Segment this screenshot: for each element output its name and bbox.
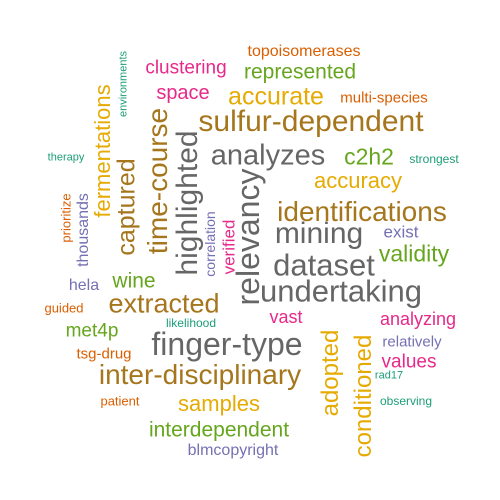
word-met4p: met4p: [65, 320, 119, 342]
word-rad17: rad17: [374, 369, 404, 382]
word-environments: environments: [117, 50, 130, 118]
word-clustering: clustering: [145, 57, 227, 79]
word-prioritize: prioritize: [58, 193, 74, 243]
word-adopted: adopted: [317, 329, 344, 417]
word-extracted: extracted: [108, 288, 220, 319]
word-highlighted: highlighted: [171, 130, 204, 276]
word-verified: verified: [219, 219, 239, 275]
word-relatively: relatively: [382, 333, 442, 351]
word-represented: represented: [243, 60, 357, 84]
word-wine: wine: [112, 269, 156, 293]
word-c2h2: c2h2: [344, 143, 394, 170]
word-identifications: identifications: [277, 196, 447, 227]
word-undertaking: undertaking: [259, 273, 423, 309]
word-observing: observing: [379, 394, 433, 408]
word-interdependent: interdependent: [148, 418, 290, 442]
word-correlation: correlation: [202, 211, 218, 277]
word-analyzes: analyzes: [210, 139, 326, 172]
word-tsg-drug: tsg-drug: [76, 345, 132, 363]
word-dataset: dataset: [273, 247, 375, 283]
word-finger-type: finger-type: [151, 326, 303, 362]
word-samples: samples: [178, 391, 260, 416]
word-accuracy: accuracy: [313, 168, 403, 193]
word-time-course: time-course: [142, 107, 173, 255]
word-exist: exist: [383, 222, 419, 242]
word-thousands: thousands: [75, 193, 92, 267]
word-blmcopyright: blmcopyright: [187, 442, 279, 459]
word-mining: mining: [274, 217, 364, 250]
word-likelihood: likelihood: [165, 316, 217, 330]
word-space: space: [156, 82, 210, 104]
word-analyzing: analyzing: [379, 309, 457, 329]
word-topoisomerases: topoisomerases: [247, 43, 361, 60]
word-strongest: strongest: [409, 152, 459, 166]
word-validity: validity: [378, 240, 450, 267]
word-multi-species: multi-species: [340, 89, 428, 107]
word-captured: captured: [112, 158, 141, 256]
word-values: values: [381, 351, 437, 373]
word-sulfur-dependent: sulfur-dependent: [198, 105, 424, 138]
word-guided: guided: [44, 300, 84, 316]
word-therapy: therapy: [47, 151, 85, 164]
word-hela: hela: [68, 277, 100, 294]
word-inter-disciplinary: inter-disciplinary: [98, 359, 302, 390]
word-conditioned: conditioned: [350, 334, 377, 458]
word-patient: patient: [100, 393, 140, 409]
word-vast: vast: [269, 307, 303, 327]
word-accurate: accurate: [228, 82, 324, 111]
word-fermentations: fermentations: [90, 84, 115, 218]
